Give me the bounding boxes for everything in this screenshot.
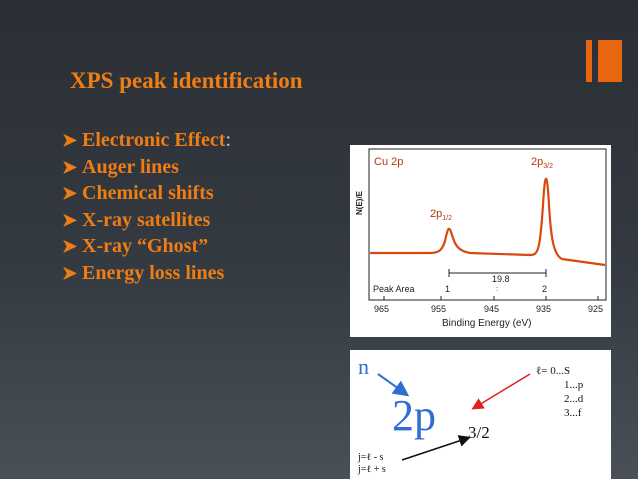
- l-value-line: 2...d: [564, 393, 584, 405]
- j-value-line: j=ℓ - s: [357, 452, 384, 463]
- x-tick-label: 925: [588, 304, 603, 314]
- l-value-line: 1...p: [564, 379, 584, 391]
- blue-arrow-icon: [377, 373, 410, 397]
- bullet-item: ➤ X-ray “Ghost”: [62, 233, 231, 260]
- quantum-notation-figure: n 2p 3/2 ℓ= 0...S 1...p 2...d 3...f j=ℓ …: [350, 350, 611, 479]
- bullet-item: ➤ Energy loss lines: [62, 260, 231, 287]
- arrow-bullet-icon: ➤: [62, 156, 78, 177]
- spectrum-line: [370, 177, 606, 267]
- decorative-bar-thin: [586, 40, 592, 82]
- x-axis-label: Binding Energy (eV): [442, 318, 532, 329]
- peak-label-left: 2p1/2: [430, 208, 452, 222]
- red-arrow-icon: [471, 373, 531, 410]
- bullet-list: ➤ Electronic Effect: ➤ Auger lines ➤ Chemic…: [62, 127, 231, 286]
- spectrum-label: Cu 2p: [374, 156, 403, 168]
- decorative-bar-thick: [598, 40, 622, 82]
- black-arrow-icon: [401, 435, 471, 461]
- bullet-item: ➤ X-ray satellites: [62, 207, 231, 234]
- l-value-line: ℓ= 0...S: [536, 365, 570, 377]
- bullet-item: ➤ Chemical shifts: [62, 180, 231, 207]
- area-label-right: 2: [542, 284, 547, 294]
- principal-n-label: n: [358, 354, 369, 379]
- arrow-bullet-icon: ➤: [62, 262, 78, 283]
- slide-title: XPS peak identification: [70, 68, 303, 93]
- arrow-bullet-icon: ➤: [62, 183, 78, 203]
- area-label-left: 1: [445, 284, 450, 294]
- svg-text::: :: [496, 286, 498, 293]
- x-tick-label: 955: [431, 304, 446, 314]
- bullet-item: ➤ Electronic Effect:: [62, 127, 231, 154]
- peak-area-label: Peak Area: [373, 284, 415, 294]
- y-axis-label: N(E)/E: [355, 190, 364, 215]
- arrow-bullet-icon: ➤: [62, 130, 78, 150]
- splitting-value: 19.8: [492, 274, 510, 284]
- xps-spectrum-figure: N(E)/E Cu 2p 2p1/2 2p3/2 19.8 : Peak Are…: [350, 145, 611, 337]
- arrow-bullet-icon: ➤: [62, 236, 78, 256]
- x-tick-label: 935: [536, 304, 551, 314]
- j-value-line: j=ℓ + s: [357, 464, 386, 475]
- x-tick-label: 965: [374, 304, 389, 314]
- x-tick-label: 945: [484, 304, 499, 314]
- arrow-bullet-icon: ➤: [62, 209, 78, 230]
- peak-label-right: 2p3/2: [531, 156, 553, 170]
- orbital-notation: 2p: [392, 391, 436, 440]
- bullet-item: ➤ Auger lines: [62, 154, 231, 181]
- x-axis-ticks: [383, 296, 599, 300]
- orbital-subscript: 3/2: [468, 423, 490, 442]
- l-value-line: 3...f: [564, 407, 582, 419]
